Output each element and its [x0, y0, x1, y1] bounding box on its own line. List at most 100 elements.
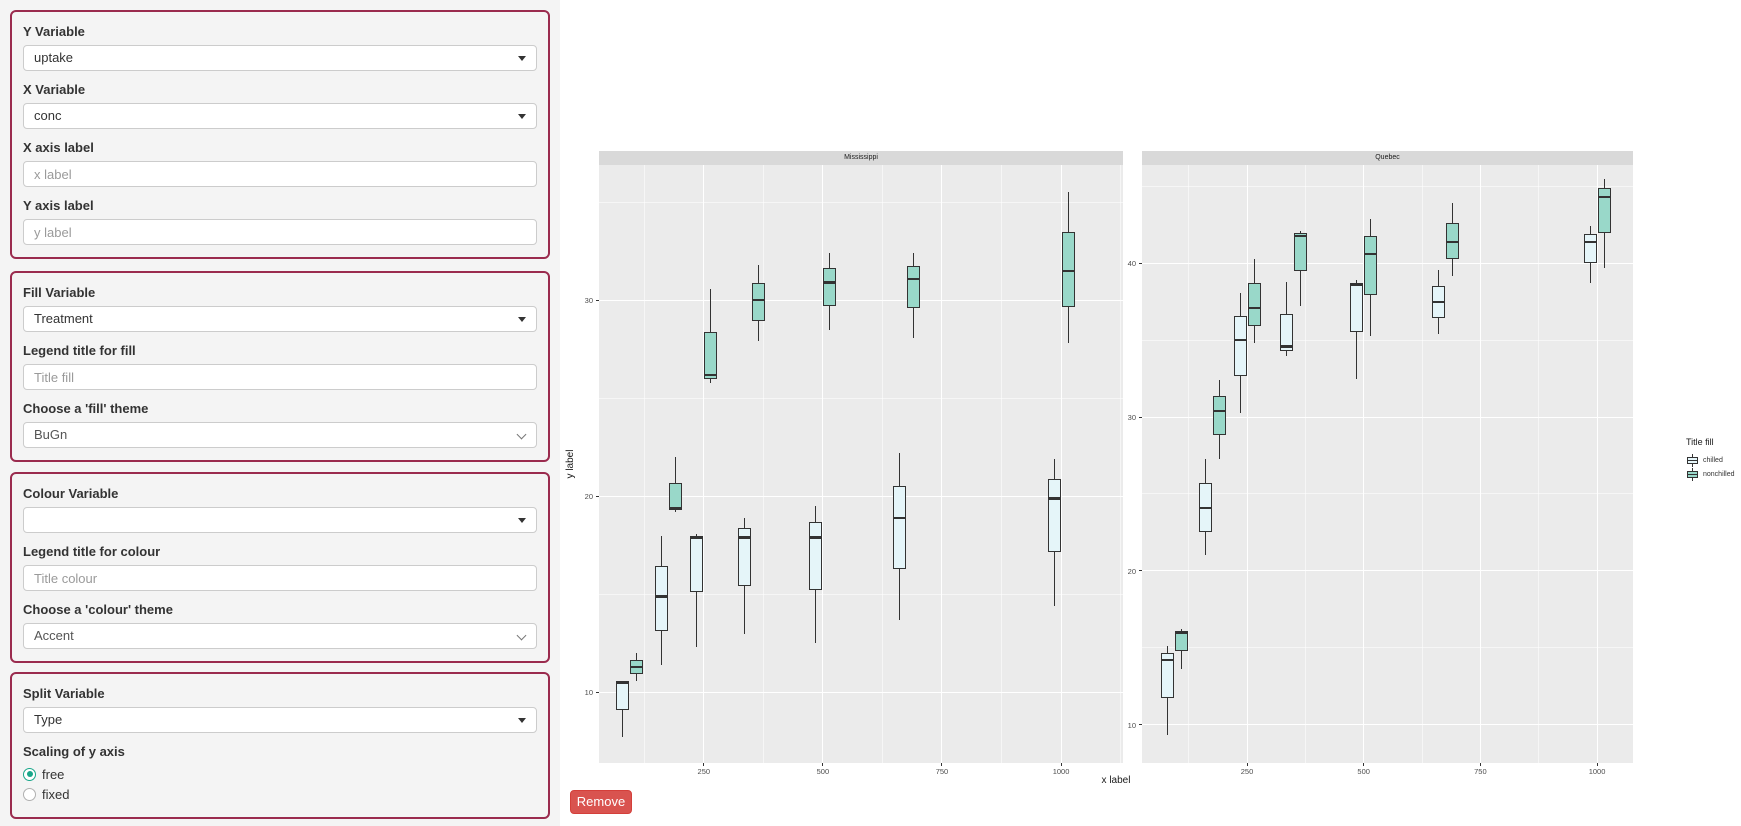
boxplot-whisker-upper: [636, 653, 638, 661]
boxplot-whisker-lower: [1603, 232, 1605, 268]
boxplot-whisker-lower: [898, 568, 900, 620]
fill-theme-value: BuGn: [34, 427, 68, 442]
axis-tick-label: 750: [1474, 767, 1487, 776]
boxplot-box: [1597, 188, 1611, 233]
gridline-major: [941, 165, 943, 763]
axis-tick-mark: [596, 299, 599, 301]
gridline-major: [1142, 416, 1633, 418]
radio-label-fixed[interactable]: fixed: [42, 786, 70, 802]
boxplot-median: [1431, 300, 1445, 303]
panel-split-settings: Split Variable Type Scaling of y axis fr…: [10, 672, 550, 819]
facet-panel: [599, 165, 1123, 763]
legend-key-boxplot-icon: [1686, 454, 1699, 467]
boxplot-whisker-upper: [912, 253, 914, 266]
boxplot-median: [654, 595, 668, 598]
boxplot-median: [616, 681, 630, 684]
boxplot-box: [1061, 231, 1075, 308]
axis-tick-mark: [596, 495, 599, 497]
boxplot-box: [892, 485, 906, 569]
fill-variable-value: Treatment: [34, 311, 93, 326]
y-axis-label-input[interactable]: [24, 220, 536, 244]
boxplot-whisker-upper: [1370, 218, 1372, 237]
gridline-minor: [1304, 165, 1306, 763]
legend-title-colour-input[interactable]: [24, 566, 536, 590]
boxplot-median: [668, 506, 682, 510]
radio-icon[interactable]: [23, 787, 36, 801]
boxplot-whisker-upper: [898, 453, 900, 486]
boxplot-whisker-lower: [1451, 258, 1453, 276]
boxplot-whisker-upper: [1204, 458, 1206, 484]
fill-theme-label: Choose a 'fill' theme: [23, 401, 149, 416]
gridline-major: [1060, 165, 1062, 763]
gridline-minor: [762, 165, 764, 763]
x-variable-label: X Variable: [23, 82, 86, 97]
boxplot-whisker-lower: [660, 630, 662, 665]
boxplot-whisker-lower: [1053, 552, 1055, 607]
legend-title-fill-input[interactable]: [24, 365, 536, 389]
gridline-major: [1479, 165, 1481, 763]
x-variable-select[interactable]: conc: [23, 103, 537, 129]
colour-variable-select[interactable]: [23, 507, 537, 533]
boxplot-median: [1175, 631, 1189, 634]
gridline-minor: [599, 593, 1123, 595]
axis-tick-mark: [941, 763, 943, 766]
gridline-major: [599, 299, 1123, 301]
y-axis-label-label: Y axis label: [23, 198, 94, 213]
fill-variable-select[interactable]: Treatment: [23, 306, 537, 332]
x-axis-label-field-wrap: [23, 161, 537, 187]
y-variable-select[interactable]: uptake: [23, 45, 537, 71]
legend-key-box: [1687, 457, 1698, 464]
axis-tick-mark: [1139, 262, 1142, 264]
sidebar: Y Variable uptake X Variable conc X axis…: [0, 0, 560, 826]
boxplot-median: [751, 299, 765, 302]
boxplot-box: [616, 681, 630, 711]
radio-icon[interactable]: [23, 767, 36, 781]
chevron-down-icon: [518, 518, 526, 523]
boxplot-whisker-upper: [1218, 380, 1220, 396]
legend-key-whisker: [1692, 468, 1693, 481]
axis-tick-mark: [1363, 763, 1365, 766]
radio-scaling-free[interactable]: free: [23, 765, 539, 783]
y-variable-label: Y Variable: [23, 24, 85, 39]
remove-button[interactable]: Remove: [570, 790, 632, 814]
boxplot-median: [1212, 409, 1226, 413]
gridline-minor: [1142, 493, 1633, 495]
boxplot-whisker-upper: [1167, 646, 1169, 654]
gridline-minor: [599, 201, 1123, 203]
split-variable-value: Type: [34, 712, 63, 727]
axis-tick-mark: [1479, 763, 1481, 766]
boxplot-whisker-upper: [660, 535, 662, 566]
boxplot-median: [1247, 306, 1261, 310]
boxplot-median: [809, 536, 823, 539]
axis-tick-mark: [703, 763, 705, 766]
x-axis-label-input[interactable]: [24, 162, 536, 186]
fill-theme-select[interactable]: BuGn: [23, 422, 537, 448]
legend-label: nonchilled: [1703, 471, 1735, 478]
axis-tick-label: 10: [584, 688, 593, 698]
gridline-major: [1246, 165, 1248, 763]
boxplot-whisker-lower: [815, 590, 817, 644]
gridline-major: [1596, 165, 1598, 763]
boxplot-whisker-upper: [1603, 178, 1605, 189]
colour-theme-select[interactable]: Accent: [23, 623, 537, 649]
boxplot-whisker-lower: [1218, 434, 1220, 459]
gridline-minor: [1421, 165, 1423, 763]
scaling-y-axis-label: Scaling of y axis: [23, 744, 125, 759]
boxplot-median: [906, 277, 920, 280]
split-variable-select[interactable]: Type: [23, 707, 537, 733]
boxplot-box: [1175, 630, 1189, 651]
boxplot-box: [668, 482, 682, 511]
gridline-minor: [1188, 165, 1190, 763]
gridline-minor: [1538, 165, 1540, 763]
radio-scaling-fixed[interactable]: fixed: [23, 785, 539, 803]
boxplot-whisker-lower: [829, 306, 831, 330]
boxplot-box: [654, 565, 668, 631]
boxplot-median: [1198, 506, 1212, 509]
gridline-minor: [1120, 165, 1122, 763]
radio-label-free[interactable]: free: [42, 766, 65, 782]
legend-key-median: [1687, 473, 1698, 476]
axis-tick-label: 20: [584, 492, 593, 502]
boxplot-median: [823, 281, 837, 284]
boxplot-box: [1247, 283, 1261, 326]
axis-tick-label: 750: [935, 767, 949, 776]
